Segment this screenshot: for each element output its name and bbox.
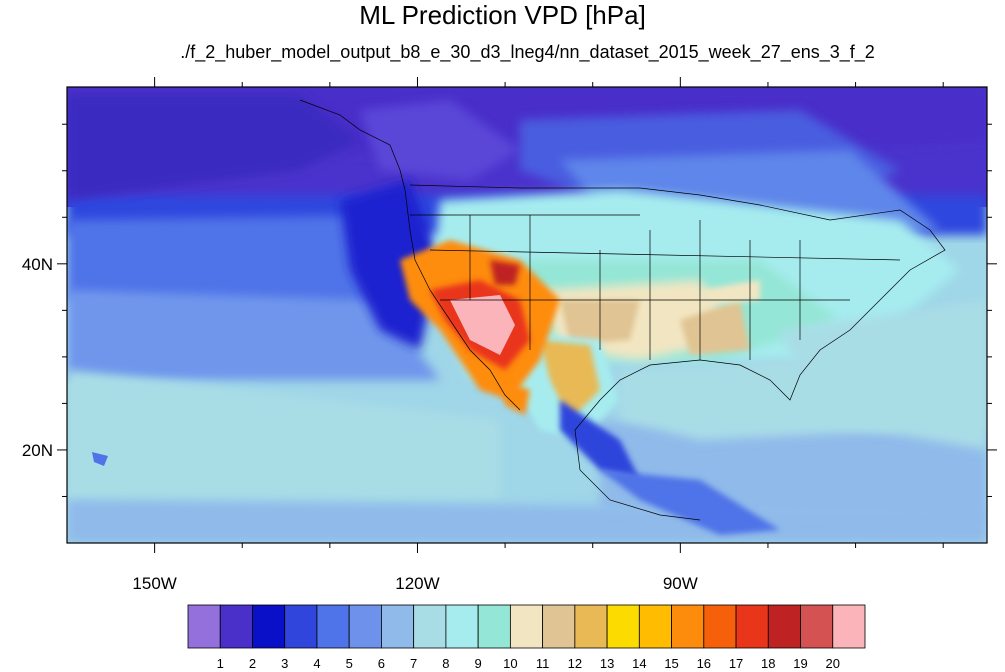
colorbar-swatch [606, 604, 640, 649]
lat-tick-label: 40N [22, 255, 53, 274]
colorbar-label: 1 [217, 656, 224, 671]
coastlines [299, 99, 946, 521]
colorbar-swatch [413, 604, 447, 649]
chart-title: ML Prediction VPD [hPa] [359, 0, 646, 30]
colorbar-label: 14 [632, 656, 646, 671]
colorbar-swatch [800, 604, 834, 649]
hot-core [450, 295, 515, 355]
colorbar-swatch [252, 604, 286, 649]
lon-tick-label: 90W [663, 574, 698, 593]
colorbar-swatch [832, 604, 866, 649]
colorbar-swatch [316, 604, 350, 649]
colorbar-label: 15 [664, 656, 678, 671]
colorbar-label: 3 [281, 656, 288, 671]
colorbar-label: 19 [793, 656, 807, 671]
colorbar-label: 16 [697, 656, 711, 671]
colorbar-swatch [219, 604, 253, 649]
colorbar-label: 12 [568, 656, 582, 671]
colorbar-swatch [574, 604, 608, 649]
colorbar-label: 9 [475, 656, 482, 671]
colorbar-swatch [187, 604, 221, 649]
colorbar-swatch [735, 604, 769, 649]
colorbar-label: 8 [442, 656, 449, 671]
colorbar-label: 20 [826, 656, 840, 671]
colorbar-label: 2 [249, 656, 256, 671]
colorbar: 1 2 3 4 5 6 7 8 9 10 11 12 13 14 15 16 17 18 19 20 [187, 604, 866, 671]
colorbar-label: 13 [600, 656, 614, 671]
colorbar-label: 6 [378, 656, 385, 671]
colorbar-label: 11 [536, 656, 550, 671]
colorbar-swatch [638, 604, 672, 649]
colorbar-swatch [445, 604, 479, 649]
colorbar-swatch [542, 604, 576, 649]
axis-ticks: 150W 120W 90W 40N 20N [22, 77, 997, 593]
colorbar-label: 7 [410, 656, 417, 671]
map-frame [66, 86, 988, 544]
colorbar-swatch [671, 604, 705, 649]
colorbar-label: 5 [346, 656, 353, 671]
colorbar-swatch [509, 604, 544, 649]
colorbar-swatch [348, 604, 382, 649]
colorbar-label: 4 [313, 656, 320, 671]
colorbar-label: 17 [729, 656, 743, 671]
lon-tick-label: 120W [395, 574, 439, 593]
lat-tick-label: 20N [22, 441, 53, 460]
chart-subtitle: ./f_2_huber_model_output_b8_e_30_d3_lneg… [180, 42, 875, 62]
colorbar-swatch [703, 604, 737, 649]
colorbar-swatch [381, 604, 415, 649]
colorbar-label: 10 [503, 656, 517, 671]
colorbar-swatch [767, 604, 801, 649]
colorbar-swatch [284, 604, 318, 649]
colorbar-label: 18 [761, 656, 775, 671]
lon-tick-label: 150W [132, 574, 176, 593]
vpd-field [67, 87, 987, 543]
colorbar-swatch [477, 604, 511, 649]
